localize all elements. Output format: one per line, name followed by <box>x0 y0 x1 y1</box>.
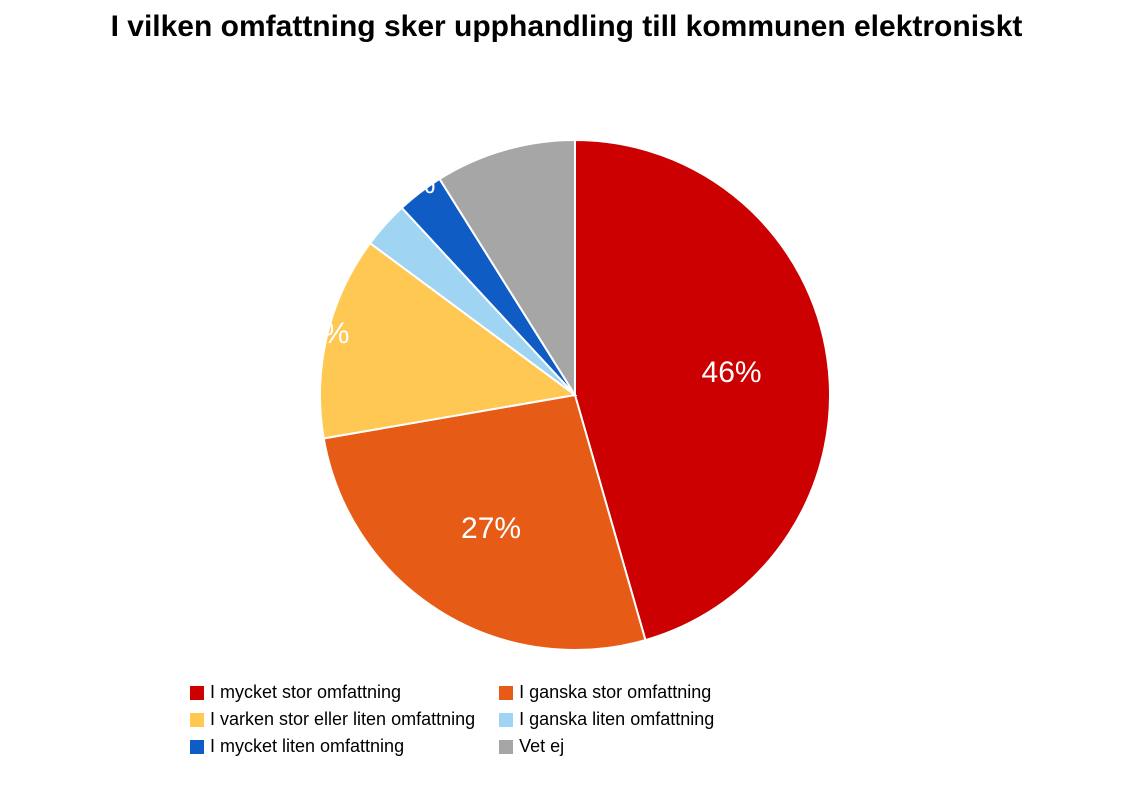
legend-label-varken: I varken stor eller liten omfattning <box>210 709 475 730</box>
legend: I mycket stor omfattning I ganska stor om… <box>190 682 714 757</box>
legend-label-ganska-stor: I ganska stor omfattning <box>519 682 711 703</box>
pie-svg <box>315 135 835 655</box>
legend-swatch-mycket-stor <box>190 686 204 700</box>
slice-label-ganska-stor: 27% <box>461 512 521 546</box>
legend-swatch-varken <box>190 713 204 727</box>
slice-label-vet-ej: 9% <box>478 116 521 150</box>
legend-item-varken: I varken stor eller liten omfattning <box>190 709 475 730</box>
legend-swatch-ganska-liten <box>499 713 513 727</box>
slice-label-mycket-liten: 3% <box>392 167 435 201</box>
legend-swatch-mycket-liten <box>190 740 204 754</box>
legend-item-ganska-stor: I ganska stor omfattning <box>499 682 714 703</box>
legend-swatch-ganska-stor <box>499 686 513 700</box>
legend-item-vet-ej: Vet ej <box>499 736 714 757</box>
slice-label-mycket-stor: 46% <box>702 356 762 390</box>
slice-label-varken: 13% <box>289 317 349 351</box>
legend-label-mycket-liten: I mycket liten omfattning <box>210 736 404 757</box>
chart-title: I vilken omfattning sker upphandling til… <box>0 10 1133 45</box>
chart-container: I vilken omfattning sker upphandling til… <box>0 0 1133 795</box>
legend-label-mycket-stor: I mycket stor omfattning <box>210 682 401 703</box>
legend-label-vet-ej: Vet ej <box>519 736 564 757</box>
slice-label-ganska-liten: 3% <box>344 191 387 225</box>
pie-chart <box>315 135 835 655</box>
legend-item-mycket-stor: I mycket stor omfattning <box>190 682 475 703</box>
legend-item-mycket-liten: I mycket liten omfattning <box>190 736 475 757</box>
legend-item-ganska-liten: I ganska liten omfattning <box>499 709 714 730</box>
legend-label-ganska-liten: I ganska liten omfattning <box>519 709 714 730</box>
legend-swatch-vet-ej <box>499 740 513 754</box>
